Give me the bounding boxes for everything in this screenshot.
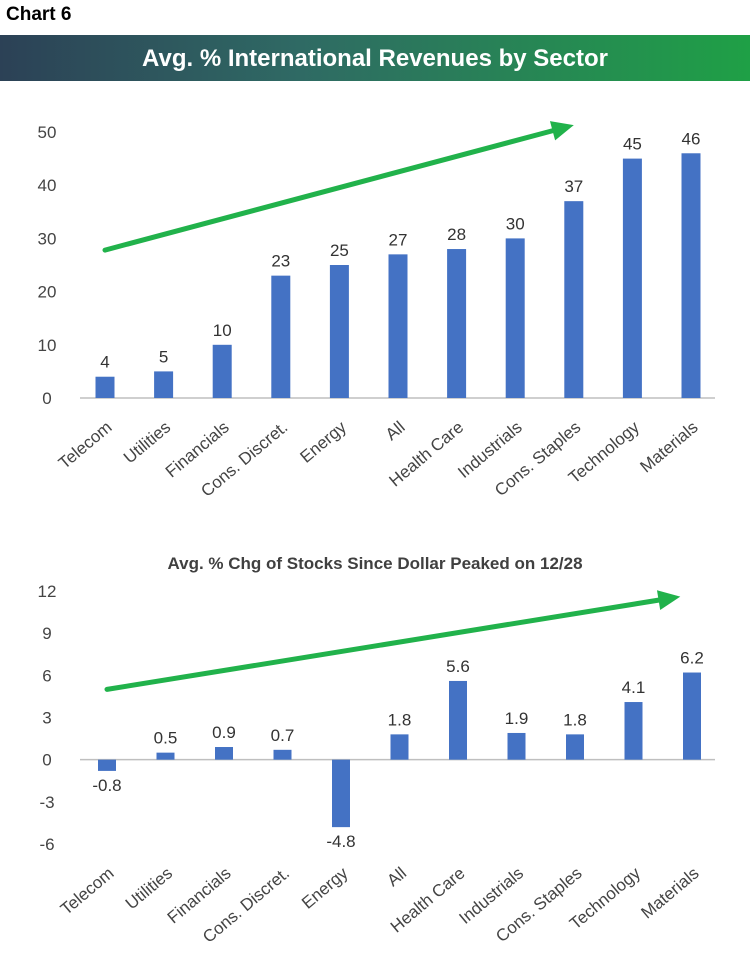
chart1-bar — [95, 376, 115, 398]
chart1-bar — [271, 275, 291, 398]
chart2-data-label: 6.2 — [680, 649, 704, 668]
chart2-data-label: 1.9 — [505, 709, 529, 728]
chart1-category-label: Telecom — [55, 418, 116, 473]
chart2-bar — [449, 680, 467, 760]
chart2-bar — [566, 734, 584, 760]
chart2-bar — [507, 732, 526, 760]
chart2-category-label: Materials — [638, 864, 703, 923]
chart2-bar — [332, 759, 350, 828]
chart1-data-label: 45 — [623, 135, 642, 154]
chart1-data-label: 5 — [159, 347, 168, 366]
international-revenues-chart: 010203040504Telecom5Utilities10Financial… — [38, 121, 715, 501]
chart2-category-label: Telecom — [57, 864, 118, 919]
chart1-bar — [329, 265, 349, 398]
chart1-bar — [622, 158, 642, 398]
chart1-data-label: 25 — [330, 241, 349, 260]
chart2-bar — [683, 672, 701, 760]
chart2-ytick-label: 6 — [42, 666, 51, 685]
chart2-trend-arrow-shaft — [104, 597, 662, 692]
title-banner: Avg. % International Revenues by Sector — [0, 35, 750, 81]
chart1-ytick-label: 0 — [42, 389, 51, 408]
chart1-ytick-label: 30 — [38, 229, 57, 248]
chart2-bar — [624, 702, 643, 760]
chart1-category-label: Energy — [296, 417, 350, 466]
chart2-bar — [215, 747, 233, 760]
chart2-category-label: All — [383, 864, 410, 891]
chart1-data-label: 37 — [564, 177, 583, 196]
chart2-data-label: -4.8 — [326, 832, 355, 851]
chart2-ytick-label: 0 — [42, 751, 51, 770]
chart2-bar — [390, 734, 409, 760]
chart1-ytick-label: 50 — [38, 123, 57, 142]
chart1-trend-arrow-shaft — [102, 128, 556, 253]
chart2-ytick-label: -3 — [39, 793, 54, 812]
chart1-trend-arrow-head — [549, 121, 574, 141]
chart1-data-label: 30 — [506, 214, 525, 233]
chart1-category-label: All — [382, 418, 409, 445]
chart2-bar — [98, 759, 116, 771]
chart1-bar — [505, 238, 525, 398]
chart2-category-label: Utilities — [122, 864, 176, 914]
chart2-data-label: -0.8 — [92, 776, 121, 795]
chart1-data-label: 4 — [100, 353, 109, 372]
chart2-title: Avg. % Chg of Stocks Since Dollar Peaked… — [167, 554, 582, 573]
chart1-bar — [212, 344, 232, 398]
chart2-ytick-label: 3 — [42, 709, 51, 728]
chart1-bar — [564, 201, 584, 398]
chart1-bar — [681, 153, 701, 398]
chart1-bar — [388, 254, 408, 398]
chart2-ytick-label: 12 — [38, 582, 57, 601]
chart-number-label: Chart 6 — [6, 4, 72, 25]
chart2-data-label: 1.8 — [563, 710, 587, 729]
chart2-data-label: 1.8 — [388, 710, 412, 729]
chart1-data-label: 27 — [389, 230, 408, 249]
chart2-bar — [156, 752, 175, 760]
chart2-data-label: 4.1 — [622, 678, 646, 697]
chart2-trend-arrow-head — [656, 590, 681, 611]
chart2-data-label: 0.7 — [271, 726, 295, 745]
chart2-ytick-label: 9 — [42, 624, 51, 643]
chart2-bar — [273, 749, 292, 760]
chart1-category-label: Materials — [637, 418, 702, 477]
chart1-ytick-label: 10 — [38, 336, 57, 355]
chart2-data-label: 0.5 — [154, 729, 178, 748]
chart1-data-label: 28 — [447, 225, 466, 244]
chart2-data-label: 5.6 — [446, 657, 470, 676]
chart1-bar — [154, 371, 174, 398]
chart1-data-label: 23 — [271, 252, 290, 271]
chart1-ytick-label: 40 — [38, 176, 57, 195]
chart1-ytick-label: 20 — [38, 283, 57, 302]
chart1-title: Avg. % International Revenues by Sector — [142, 45, 608, 72]
chart1-bar — [447, 249, 467, 398]
stock-change-chart: Avg. % Chg of Stocks Since Dollar Peaked… — [38, 554, 715, 947]
chart2-ytick-label: -6 — [39, 835, 54, 854]
chart1-category-label: Utilities — [120, 418, 174, 468]
chart2-category-label: Energy — [298, 863, 352, 912]
chart1-data-label: 46 — [682, 129, 701, 148]
chart2-data-label: 0.9 — [212, 723, 236, 742]
chart1-data-label: 10 — [213, 321, 232, 340]
